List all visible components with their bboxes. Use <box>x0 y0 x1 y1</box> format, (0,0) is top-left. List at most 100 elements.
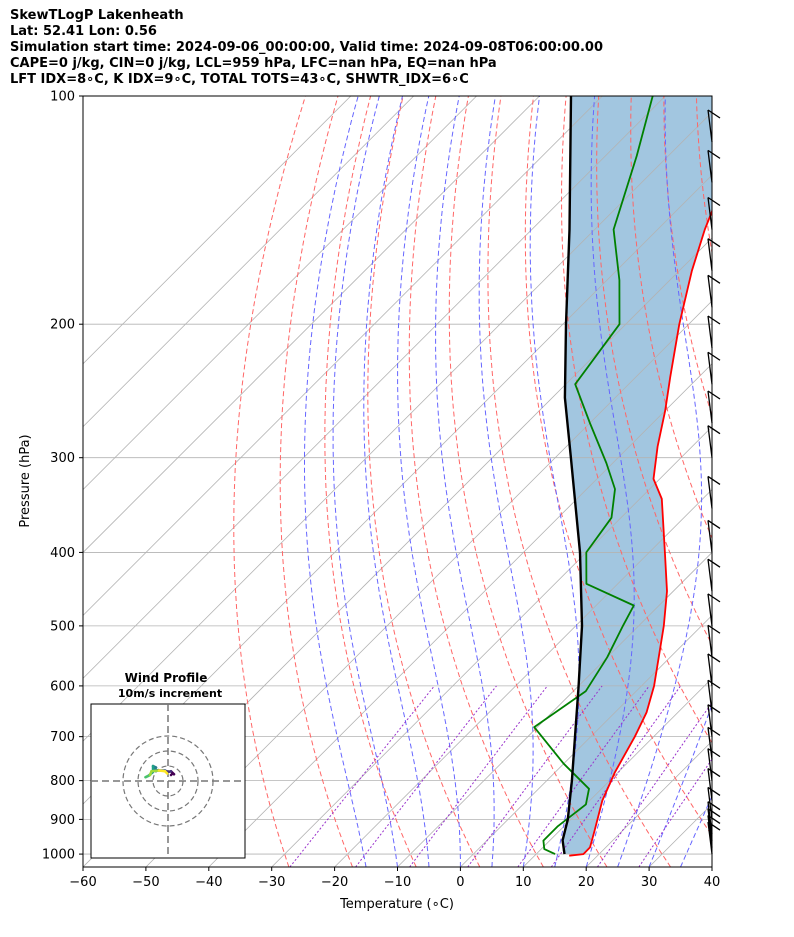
wind-barb <box>707 558 721 592</box>
wind-barb-staff <box>707 390 713 424</box>
x-tick-label: 40 <box>704 875 721 890</box>
x-tick-label: 10 <box>515 875 532 890</box>
wind-barb-flag <box>707 593 721 603</box>
wind-barb-flag <box>707 109 721 119</box>
x-axis-label: Temperature (∘C) <box>339 897 454 912</box>
dry-adiabat-line <box>233 96 306 867</box>
moist-adiabat-line <box>435 96 495 867</box>
mixing-ratio-line <box>517 685 650 867</box>
isotherm-line <box>271 426 712 867</box>
x-tick-label: −60 <box>69 875 96 890</box>
moist-adiabat-line <box>363 96 430 867</box>
mixing-ratio-line <box>638 758 712 867</box>
hodograph-subtitle: 10m/s increment <box>118 687 222 700</box>
wind-barb <box>707 390 721 424</box>
wind-barb-flag <box>707 315 721 325</box>
wind-barb-flag <box>707 748 721 758</box>
wind-barb <box>707 149 721 183</box>
isotherm-line <box>775 96 794 867</box>
wind-barb <box>707 808 721 841</box>
wind-barb <box>707 653 721 686</box>
title-location: Lat: 52.41 Lon: 0.56 <box>10 24 157 39</box>
wind-barb-flag <box>707 808 721 818</box>
wind-barb-flag <box>707 351 721 361</box>
isotherm-line <box>711 866 712 867</box>
dry-adiabat-line <box>367 96 481 867</box>
wind-barb-staff <box>707 315 713 349</box>
isotherm-line <box>83 96 540 554</box>
reference-lines-layer <box>83 96 794 867</box>
isotherm-line <box>145 300 712 867</box>
wind-barb-flag <box>707 519 721 529</box>
x-tick-label: −40 <box>195 875 222 890</box>
wind-barb-flag <box>707 149 721 159</box>
wind-barb <box>707 274 721 308</box>
wind-barb <box>707 624 721 658</box>
y-tick-label: 900 <box>50 813 75 828</box>
wind-barb-flag <box>707 238 721 248</box>
profile-lines-layer <box>533 96 712 857</box>
x-tick-label: −10 <box>384 875 411 890</box>
y-tick-label: 500 <box>50 619 75 634</box>
mixing-ratio-line <box>467 685 603 867</box>
dry-adiabat-line <box>524 96 712 837</box>
wind-barb-staff <box>707 275 713 308</box>
moist-adiabat-line <box>617 96 703 867</box>
dry-adiabat-line <box>279 96 353 867</box>
title-station: SkewTLogP Lakenheath <box>10 8 184 23</box>
moist-adiabat-line <box>680 794 712 867</box>
hodograph-title: Wind Profile <box>125 671 208 685</box>
mixing-ratio-line <box>596 701 712 867</box>
parcel-path-line <box>561 96 584 855</box>
isotherm-line <box>83 111 712 742</box>
y-tick-label: 700 <box>50 730 75 745</box>
wind-barb <box>707 679 721 713</box>
wind-barb-flag <box>707 786 721 796</box>
hodograph-segment <box>163 770 169 775</box>
wind-barb-staff <box>707 425 713 458</box>
title-cape-line: CAPE=0 j/kg, CIN=0 j/kg, LCL=959 hPa, LF… <box>10 56 497 71</box>
dry-adiabat-line <box>487 96 672 867</box>
wind-barb <box>707 315 721 349</box>
moist-adiabat-line <box>332 96 398 867</box>
wind-barb-staff <box>707 808 713 841</box>
wind-barb-flag <box>707 558 721 568</box>
title-indices-line: LFT IDX=8∘C, K IDX=9∘C, TOTAL TOTS=43∘C,… <box>10 72 469 87</box>
temperature-line <box>569 209 712 857</box>
wind-barb-staff <box>707 704 713 737</box>
wind-barb-flag <box>707 475 721 485</box>
y-tick-label: 400 <box>50 546 75 561</box>
wind-barb-staff <box>707 822 713 855</box>
x-tick-label: −50 <box>132 875 159 890</box>
isotherm-line <box>334 489 712 867</box>
wind-barb-staff <box>707 520 713 553</box>
wind-barb-flag <box>707 704 721 714</box>
moist-adiabat-line <box>648 703 712 867</box>
wind-barb-staff <box>707 559 713 592</box>
wind-barb-flag <box>707 653 721 663</box>
x-tick-label: −20 <box>321 875 348 890</box>
wind-barb-flag <box>707 425 721 435</box>
moist-adiabat-line <box>397 96 461 867</box>
y-tick-label: 300 <box>50 451 75 466</box>
wind-barbs-layer <box>707 109 721 855</box>
wind-barb <box>707 351 721 385</box>
isotherm-line <box>83 96 477 491</box>
wind-barb-staff <box>707 768 713 801</box>
x-tick-label: 20 <box>578 875 595 890</box>
wind-barb-flag <box>707 196 721 207</box>
hodograph-inset: Wind Profile 10m/s increment <box>90 671 246 859</box>
mixing-ratio-line <box>355 685 497 867</box>
wind-barb-staff <box>707 680 713 713</box>
isotherm-line <box>83 96 352 365</box>
dry-adiabat-line <box>729 96 794 867</box>
wind-barb <box>707 704 721 737</box>
wind-barb-staff <box>707 801 713 834</box>
wind-barb-staff <box>707 476 713 509</box>
isotherm-line <box>83 96 414 428</box>
y-tick-label: 100 <box>50 90 75 105</box>
wind-barb-staff <box>707 787 713 820</box>
dry-adiabat-line <box>408 96 544 867</box>
moist-adiabat-line <box>304 96 367 867</box>
